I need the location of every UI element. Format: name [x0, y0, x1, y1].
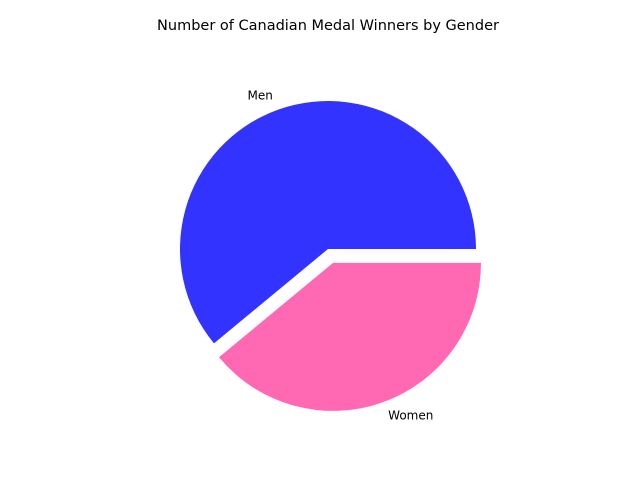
chart-title: Number of Canadian Medal Winners by Gend…	[157, 18, 499, 34]
pie-label-men: Men	[248, 88, 273, 102]
pie-labels: Men Women	[248, 88, 434, 422]
pie-slice-men	[180, 100, 477, 344]
pie-label-women: Women	[388, 409, 433, 423]
pie-slice-women	[218, 262, 482, 411]
pie-slices	[180, 100, 482, 411]
